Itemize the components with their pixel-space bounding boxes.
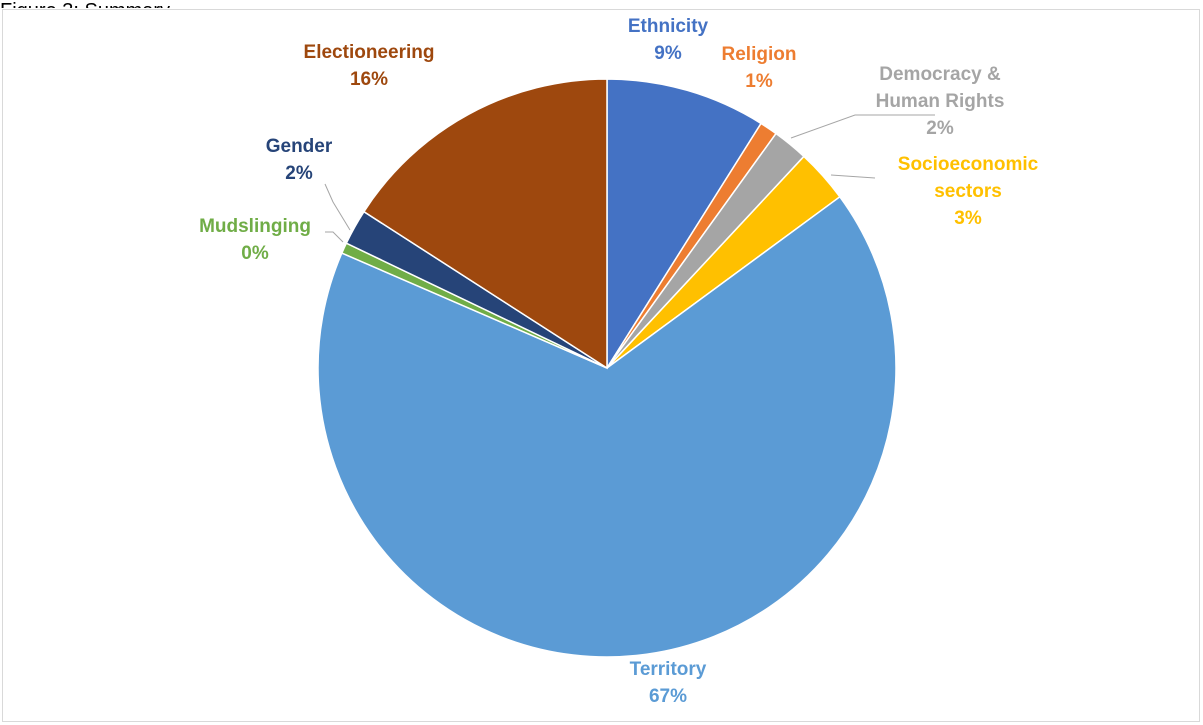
data-label: Electioneering 16% (304, 42, 435, 90)
data-label: Mudslinging 0% (199, 216, 311, 264)
leader-line (790, 114, 935, 139)
pie-slice-ethnicity (606, 78, 763, 371)
data-label: Territory 67% (630, 659, 707, 707)
pie-slice-electioneering (362, 78, 608, 370)
chart-area: Ethnicity 9% Religion 1% Democracy & Human Ri… (2, 9, 1200, 722)
data-label: Religion 1% (722, 44, 797, 92)
pie-slice-territory (317, 195, 897, 658)
data-label: Socioeconomic sectors 3% (898, 154, 1039, 229)
leader-line (324, 183, 351, 231)
data-labels: Ethnicity 9% Religion 1% Democracy & Human Ri… (199, 16, 1039, 707)
data-label: Democracy & Human Rights 2% (876, 64, 1005, 139)
figure-caption-fragment: Figure 3: Summary (0, 0, 170, 8)
leader-line (325, 231, 344, 243)
data-label: Ethnicity 9% (628, 16, 709, 64)
leader-lines (324, 114, 935, 243)
pie-slices (317, 78, 897, 658)
data-label: Gender 2% (266, 136, 333, 184)
pie-chart: Ethnicity 9% Religion 1% Democracy & Human Ri… (199, 16, 1039, 707)
leader-line (830, 174, 876, 179)
